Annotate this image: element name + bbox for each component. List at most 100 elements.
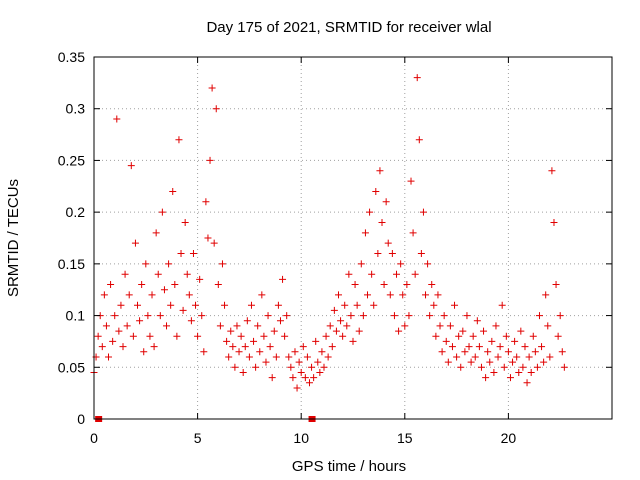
data-point xyxy=(287,363,295,371)
data-point xyxy=(357,260,365,268)
data-point xyxy=(283,312,291,320)
data-point xyxy=(237,332,245,340)
data-point xyxy=(256,348,264,356)
data-point xyxy=(428,281,436,289)
data-point xyxy=(115,327,123,335)
data-point xyxy=(480,327,488,335)
data-point xyxy=(138,281,146,289)
data-point xyxy=(517,327,525,335)
data-point xyxy=(465,343,473,351)
data-point xyxy=(254,322,262,330)
data-point xyxy=(318,348,326,356)
data-point xyxy=(540,358,548,366)
y-axis-ticks: 0 0.05 0.1 0.15 0.2 0.25 0.3 0.35 xyxy=(58,49,612,427)
data-point xyxy=(243,317,251,325)
data-point xyxy=(390,312,398,320)
data-point xyxy=(328,343,336,351)
data-point xyxy=(229,343,237,351)
data-point xyxy=(475,343,483,351)
data-point xyxy=(136,317,144,325)
data-point xyxy=(241,343,249,351)
y-tick-label: 0.35 xyxy=(58,49,85,65)
data-point xyxy=(187,317,195,325)
data-point xyxy=(156,312,164,320)
data-point xyxy=(542,291,550,299)
data-point xyxy=(239,368,247,376)
data-point xyxy=(105,353,113,361)
data-point xyxy=(185,291,193,299)
data-point xyxy=(206,156,214,164)
data-point xyxy=(163,322,171,330)
data-point xyxy=(477,363,485,371)
data-point xyxy=(343,322,351,330)
data-point xyxy=(461,348,469,356)
data-point xyxy=(419,208,427,216)
data-point xyxy=(361,229,369,237)
data-point xyxy=(171,281,179,289)
data-point xyxy=(490,368,498,376)
data-point xyxy=(370,301,378,309)
data-point xyxy=(337,317,345,325)
data-point xyxy=(426,312,434,320)
data-point xyxy=(200,348,208,356)
data-point xyxy=(276,317,284,325)
data-point xyxy=(432,332,440,340)
x-axis-ticks: 0 5 10 15 20 xyxy=(90,57,516,446)
data-point xyxy=(221,301,229,309)
data-point xyxy=(179,306,187,314)
data-point xyxy=(446,322,454,330)
data-point xyxy=(448,343,456,351)
data-point xyxy=(436,322,444,330)
data-point xyxy=(471,353,479,361)
data-point xyxy=(364,291,372,299)
data-point xyxy=(413,74,421,82)
data-point xyxy=(312,337,320,345)
data-point xyxy=(525,353,533,361)
data-point xyxy=(131,239,139,247)
data-point xyxy=(109,337,117,345)
data-point xyxy=(134,301,142,309)
data-point xyxy=(308,363,316,371)
data-point xyxy=(366,208,374,216)
data-point xyxy=(324,353,332,361)
data-point xyxy=(140,348,148,356)
data-point xyxy=(121,270,129,278)
data-point xyxy=(225,353,233,361)
data-point xyxy=(227,327,235,335)
data-point xyxy=(142,260,150,268)
data-point xyxy=(334,291,342,299)
data-point xyxy=(511,337,519,345)
data-point xyxy=(181,218,189,226)
data-point xyxy=(353,301,361,309)
data-point xyxy=(523,379,531,387)
data-point xyxy=(111,312,119,320)
data-point xyxy=(399,291,407,299)
data-point xyxy=(173,332,181,340)
y-tick-label: 0.25 xyxy=(58,152,85,168)
data-point xyxy=(351,281,359,289)
data-point xyxy=(496,343,504,351)
data-point xyxy=(407,177,415,185)
data-point xyxy=(216,322,224,330)
data-point xyxy=(376,167,384,175)
data-point xyxy=(457,363,465,371)
data-point xyxy=(332,327,340,335)
data-point xyxy=(500,363,508,371)
y-tick-label: 0.05 xyxy=(58,359,85,375)
data-point xyxy=(349,337,357,345)
data-point xyxy=(189,250,197,258)
data-point xyxy=(506,374,514,382)
data-point xyxy=(169,187,177,195)
data-point xyxy=(297,368,305,376)
data-point xyxy=(527,368,535,376)
data-point xyxy=(494,353,502,361)
data-point xyxy=(148,291,156,299)
data-point xyxy=(422,291,430,299)
data-point xyxy=(119,343,127,351)
grid-lines xyxy=(94,57,612,419)
data-point xyxy=(482,374,490,382)
data-point xyxy=(560,363,568,371)
data-point xyxy=(268,374,276,382)
data-point xyxy=(444,358,452,366)
